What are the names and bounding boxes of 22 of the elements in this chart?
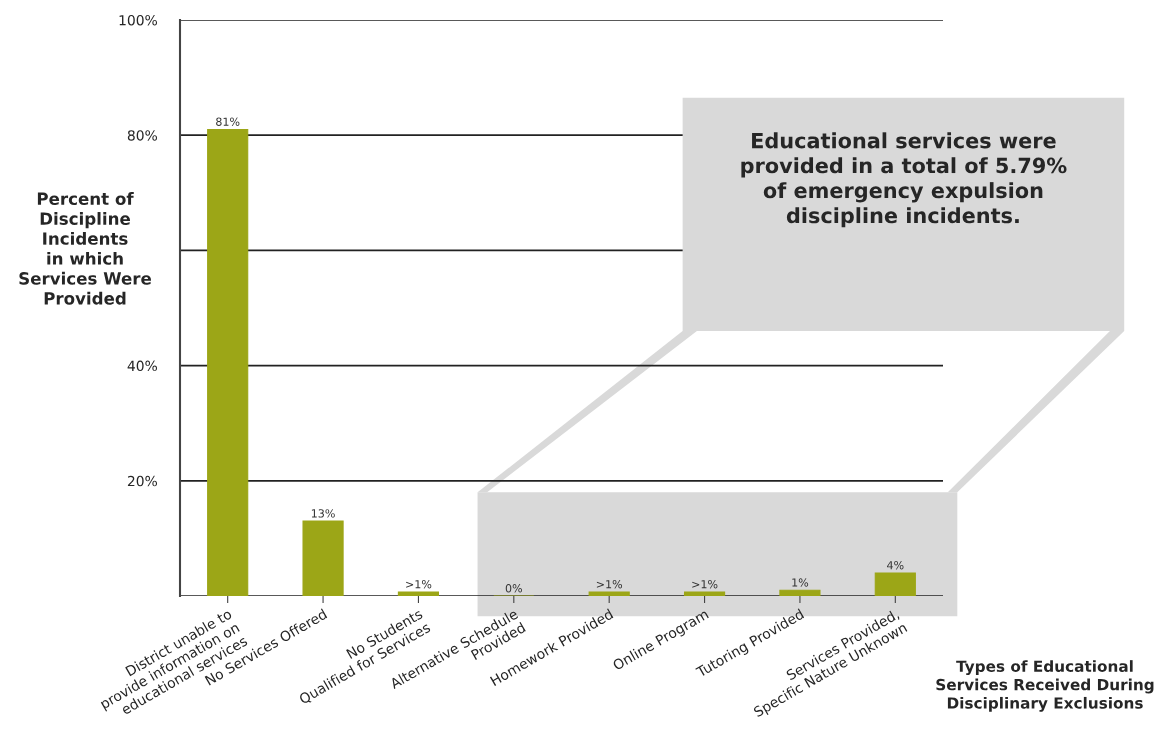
data-label: 0% — [505, 584, 523, 593]
bar — [207, 128, 249, 596]
bar — [302, 520, 344, 596]
y-tick-label: 40% — [127, 360, 158, 372]
bar — [874, 572, 916, 596]
y-tick-label: 20% — [127, 475, 158, 487]
bar — [588, 591, 630, 596]
data-label: >1% — [692, 580, 718, 589]
bar — [397, 591, 440, 596]
data-label: 4% — [887, 561, 904, 570]
data-label: 81% — [216, 117, 240, 126]
annotation: Educational services were provided in a total of 5.79% of emergency expulsion discipline incidents. — [741, 132, 1067, 228]
x-axis-title: Types of Educational Services Received During Disciplinary Exclusions — [936, 660, 1154, 712]
y-axis-title: Percent of Discipline Incidents in which Services Were Provided — [19, 192, 151, 305]
data-label: 1% — [792, 578, 809, 587]
data-label: >1% — [596, 580, 623, 589]
data-label: 13% — [311, 509, 335, 518]
bar — [779, 589, 821, 596]
bar — [683, 591, 726, 596]
y-tick-label: 100% — [119, 14, 158, 26]
data-label: >1% — [406, 580, 432, 589]
y-tick-label: 80% — [127, 130, 158, 141]
